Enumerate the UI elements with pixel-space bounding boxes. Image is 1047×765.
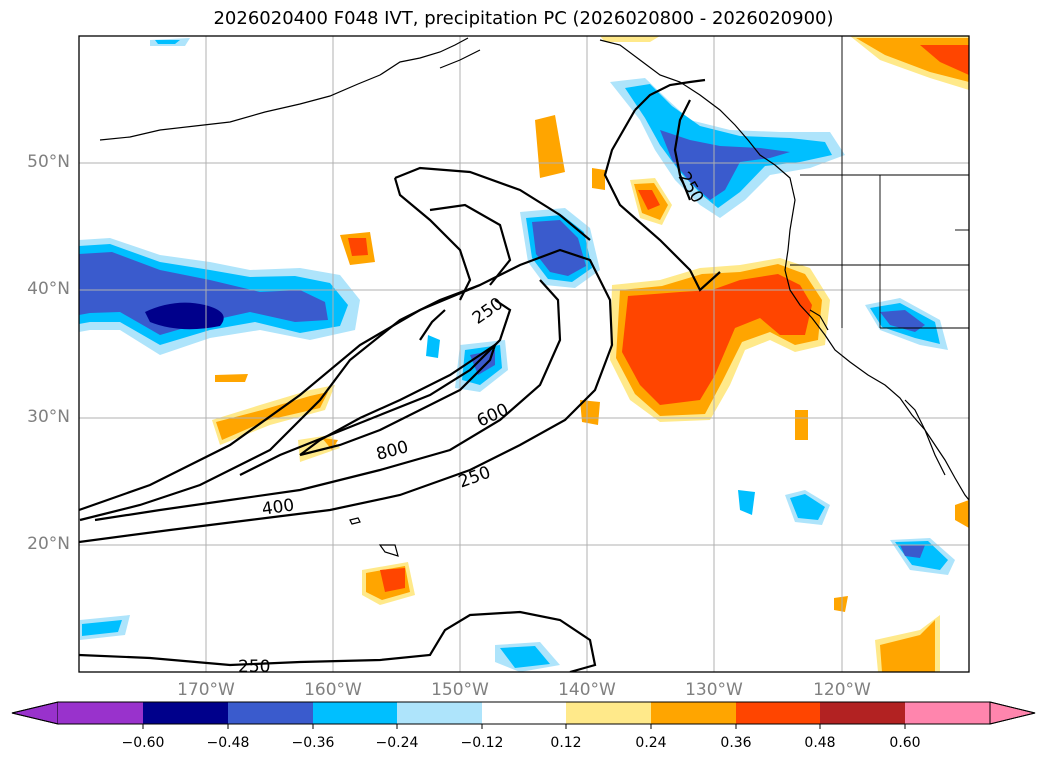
contour-label-800: 800 xyxy=(374,437,411,465)
colorbar-bin-3 xyxy=(228,702,313,724)
colorbar-tick-6: 0.12 xyxy=(550,735,582,751)
contour-label-600: 600 xyxy=(474,400,512,432)
precip-positive-west xyxy=(212,115,605,605)
precip-negative-top-left xyxy=(150,38,190,46)
contour-label-250-north: 250 xyxy=(469,294,507,329)
contour-label-250-south: 250 xyxy=(456,463,493,493)
colorbar-bin-6 xyxy=(482,702,566,724)
map-frame xyxy=(78,35,970,673)
colorbar xyxy=(11,701,1036,729)
lon-label-130w: 130°W xyxy=(685,680,743,700)
contour-label-250-bottom: 250 xyxy=(238,657,270,677)
lat-label-20n: 20°N xyxy=(27,534,70,554)
precip-negative-pacnw xyxy=(610,78,845,218)
lon-label-160w: 160°W xyxy=(304,680,362,700)
colorbar-tick-1: −0.60 xyxy=(121,735,165,751)
colorbar-bin-4 xyxy=(313,702,397,724)
precip-positive-ne-pacific xyxy=(610,178,830,422)
map-panel: 250 250 250 250 400 600 800 xyxy=(78,35,970,677)
colorbar-tick-10: 0.60 xyxy=(889,735,921,751)
contour-label-400: 400 xyxy=(261,495,296,519)
precip-negative-mid xyxy=(426,208,600,392)
lat-label-50n: 50°N xyxy=(27,152,70,172)
precip-negative-east xyxy=(80,298,955,672)
colorbar-extend-high xyxy=(989,701,1036,725)
ivt-contours xyxy=(79,78,721,672)
lon-label-170w: 170°W xyxy=(177,680,235,700)
colorbar-tick-4: −0.24 xyxy=(375,735,419,751)
coastlines xyxy=(99,37,969,557)
colorbar-tick-7: 0.24 xyxy=(635,735,667,751)
colorbar-tick-9: 0.48 xyxy=(804,735,836,751)
political-borders xyxy=(790,36,969,329)
lon-label-150w: 150°W xyxy=(431,680,489,700)
colorbar-bin-8 xyxy=(651,702,736,724)
precip-negative-west-band xyxy=(79,238,360,355)
colorbar-bin-10 xyxy=(820,702,905,724)
colorbar-tick-8: 0.36 xyxy=(720,735,752,751)
graticule xyxy=(79,36,969,672)
colorbar-bin-9 xyxy=(736,702,820,724)
precip-positive-east xyxy=(600,36,969,672)
colorbar-extend-low xyxy=(11,701,59,725)
lon-label-120w: 120°W xyxy=(813,680,871,700)
map-title: 2026020400 F048 IVT, precipitation PC (2… xyxy=(213,8,834,29)
colorbar-tick-5: −0.12 xyxy=(460,735,504,751)
lon-label-140w: 140°W xyxy=(558,680,616,700)
colorbar-bin-7 xyxy=(566,702,651,724)
colorbar-tick-2: −0.48 xyxy=(206,735,250,751)
lat-label-30n: 30°N xyxy=(27,407,70,427)
colorbar-bin-1 xyxy=(58,702,143,724)
colorbar-bin-2 xyxy=(143,702,228,724)
colorbar-tick-3: −0.36 xyxy=(291,735,335,751)
lat-label-40n: 40°N xyxy=(27,279,70,299)
colorbar-bin-11 xyxy=(905,702,990,724)
colorbar-bin-5 xyxy=(397,702,482,724)
